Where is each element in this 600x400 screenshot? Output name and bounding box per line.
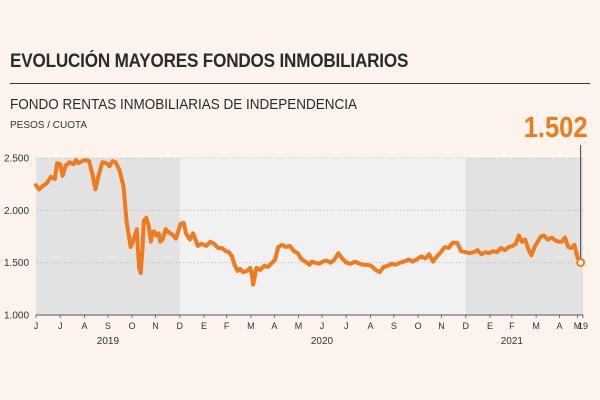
title-divider [10,83,590,84]
year-shading [36,158,583,315]
y-axis-ticks: 1.000 1.500 2.000 2.500 [4,154,29,322]
x-tick-label-9: M [247,321,255,331]
x-tick-label-1: J [58,321,63,331]
x-tick-label-23: M [574,321,582,331]
x-tick-label-10: A [271,321,277,331]
last-point-marker [576,257,586,267]
year-label-0: 2019 [97,336,120,347]
x-tick-label-21: M [532,321,540,331]
x-tick-label-17: N [438,321,445,331]
x-tick-label-7: E [201,321,207,331]
x-tick-label-3: S [105,321,111,331]
y-tick-label-3: 2.500 [4,154,29,165]
series-line-path [34,158,583,287]
chart-subtitle: FONDO RENTAS INMOBILIARIAS DE INDEPENDEN… [10,96,358,113]
x-tick-label-6: D [177,321,184,331]
x-tick-label-16: O [415,321,422,331]
x-tick-label-14: A [367,321,373,331]
end-marker [576,145,586,267]
x-tick-label-0: J [34,321,39,331]
x-tick-label-2: A [81,321,87,331]
y-tick-label-1: 1.500 [4,258,29,269]
x-tick-label-12: J [320,321,325,331]
x-axis-ticks: J J A S O N D E F M A M J J A S O N D E F M A M19 [34,315,588,331]
chart-main-title: EVOLUCIÓN MAYORES FONDOS INMOBILIARIOS [10,51,409,72]
y-tick-label-0: 1.000 [4,311,29,322]
year-labels: 2019 2020 2021 [97,336,524,347]
x-tick-label-11: M [295,321,303,331]
x-tick-label-15: S [391,321,397,331]
x-tick-label-4: O [129,321,136,331]
x-tick-label-19: E [487,321,493,331]
series-line [34,158,583,287]
last-value-callout: 1.502 [524,112,588,144]
chart-unit-label: PESOS / CUOTA [10,120,88,131]
year-band-1 [179,158,466,315]
year-label-1: 2020 [311,336,334,347]
x-tick-label-5: N [152,321,159,331]
x-tick-label-13: J [344,321,349,331]
x-tick-label-8: F [224,321,230,331]
x-tick-label-18: D [463,321,470,331]
x-tick-label-20: F [509,321,515,331]
y-tick-label-2: 2.000 [4,206,29,217]
year-label-2: 2021 [501,336,524,347]
x-tick-label-22: A [557,321,563,331]
x-tick-label-24: 19 [578,321,588,331]
